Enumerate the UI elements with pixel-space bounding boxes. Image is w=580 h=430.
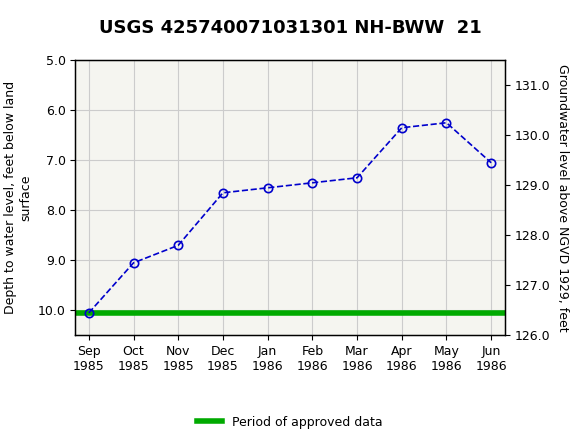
Text: ≡USGS: ≡USGS [12,9,66,27]
Text: USGS 425740071031301 NH-BWW  21: USGS 425740071031301 NH-BWW 21 [99,19,481,37]
Y-axis label: Depth to water level, feet below land
surface: Depth to water level, feet below land su… [4,81,32,314]
Y-axis label: Groundwater level above NGVD 1929, feet: Groundwater level above NGVD 1929, feet [556,64,568,332]
Legend: Period of approved data: Period of approved data [192,411,388,430]
